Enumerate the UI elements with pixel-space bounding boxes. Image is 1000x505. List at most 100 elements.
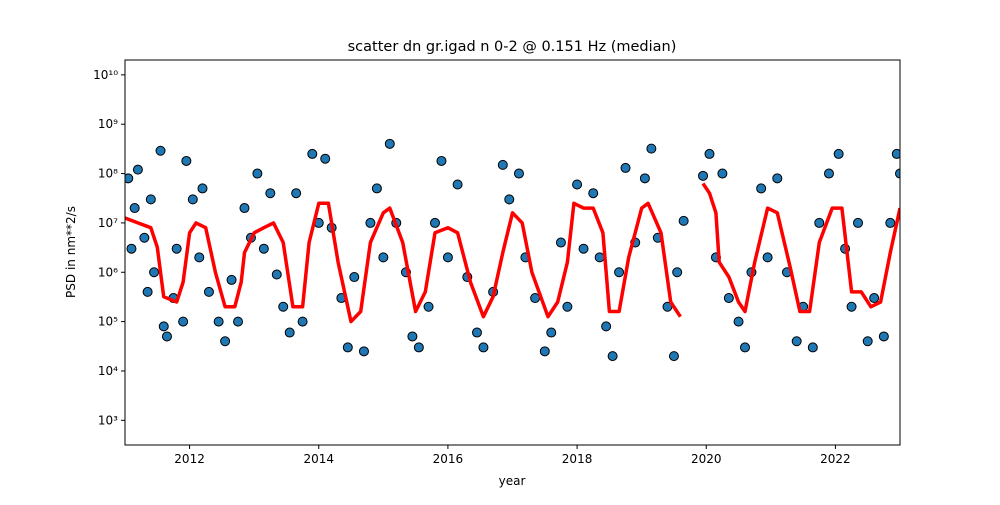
- y-tick-label: 10⁹: [98, 117, 118, 131]
- x-tick-label: 2020: [691, 452, 722, 466]
- scatter-point: [155, 145, 166, 156]
- scatter-point: [668, 351, 679, 362]
- scatter-point: [342, 342, 353, 353]
- x-axis-label: year: [499, 474, 526, 488]
- scatter-point: [504, 194, 515, 205]
- scatter-point: [145, 194, 156, 205]
- scatter-point: [762, 252, 773, 263]
- scatter-point: [478, 342, 489, 353]
- scatter-point: [378, 252, 389, 263]
- scatter-point: [284, 327, 295, 338]
- y-tick-label: 10⁴: [98, 364, 118, 378]
- scatter-point: [513, 168, 524, 179]
- scatter-point: [807, 342, 818, 353]
- scatter-point: [823, 168, 834, 179]
- scatter-point: [413, 342, 424, 353]
- scatter-point: [846, 301, 857, 312]
- scatter-point: [349, 272, 360, 283]
- scatter-point: [772, 173, 783, 184]
- scatter-point: [371, 183, 382, 194]
- x-tick-label: 2022: [820, 452, 851, 466]
- scatter-point: [869, 293, 880, 304]
- scatter-point: [307, 148, 318, 159]
- x-tick-label: 2018: [562, 452, 593, 466]
- scatter-point: [814, 217, 825, 228]
- scatter-point: [142, 286, 153, 297]
- scatter-point: [878, 331, 889, 342]
- scatter-point: [430, 217, 440, 228]
- scatter-point: [853, 217, 864, 228]
- scatter-point: [203, 286, 214, 297]
- scatter-point: [452, 179, 463, 190]
- scatter-point: [129, 203, 140, 214]
- plot-area: [125, 138, 900, 362]
- scatter-point: [197, 183, 208, 194]
- scatter-point: [562, 301, 573, 312]
- scatter-point: [161, 331, 172, 342]
- scatter-point: [132, 164, 143, 175]
- y-tick-label: 10⁷: [98, 216, 118, 230]
- scatter-point: [539, 346, 550, 357]
- x-tick-label: 2016: [433, 452, 464, 466]
- scatter-point: [365, 217, 376, 228]
- scatter-point: [471, 327, 482, 338]
- y-tick-label: 10⁵: [98, 315, 118, 329]
- scatter-point: [258, 243, 269, 254]
- scatter-point: [733, 316, 744, 327]
- scatter-point: [187, 194, 198, 205]
- scatter-point: [436, 155, 447, 166]
- y-tick-label: 10³: [98, 413, 118, 427]
- scatter-point: [213, 316, 224, 327]
- scatter-point: [181, 155, 192, 166]
- scatter-point: [291, 188, 302, 199]
- scatter-point: [601, 321, 612, 332]
- scatter-point: [895, 168, 900, 179]
- y-axis-label: PSD in nm**2/s: [64, 206, 78, 298]
- scatter-point: [126, 243, 137, 254]
- scatter-point: [607, 351, 618, 362]
- scatter-point: [278, 301, 289, 312]
- x-tick-label: 2014: [303, 452, 334, 466]
- scatter-point: [226, 274, 237, 285]
- scatter-point: [233, 316, 244, 327]
- scatter-point: [756, 183, 767, 194]
- axes-frame: [124, 59, 901, 446]
- scatter-point: [555, 237, 566, 248]
- scatter-point: [158, 321, 169, 332]
- scatter-point: [194, 252, 205, 263]
- scatter-point: [423, 301, 434, 312]
- scatter-point: [833, 148, 844, 159]
- scatter-point: [265, 188, 276, 199]
- y-tick-label: 10⁸: [98, 167, 118, 181]
- scatter-point: [149, 267, 160, 278]
- scatter-point: [672, 267, 683, 278]
- scatter-point: [588, 188, 599, 199]
- scatter-point: [723, 293, 734, 304]
- scatter-point: [139, 232, 150, 243]
- scatter-point: [252, 168, 263, 179]
- scatter-point: [698, 170, 709, 181]
- scatter-point: [862, 336, 873, 347]
- scatter-point: [646, 143, 657, 154]
- scatter-point: [297, 316, 308, 327]
- scatter-point: [384, 138, 395, 149]
- y-tick-label: 10⁶: [98, 265, 118, 279]
- scatter-point: [497, 159, 508, 170]
- scatter-point: [125, 173, 134, 184]
- scatter-point: [178, 316, 189, 327]
- scatter-point: [740, 342, 750, 353]
- scatter-point: [358, 346, 369, 357]
- scatter-point: [594, 252, 605, 263]
- scatter-point: [271, 269, 282, 280]
- scatter-point: [572, 179, 583, 190]
- scatter-point: [717, 168, 728, 179]
- scatter-point: [704, 148, 715, 159]
- scatter-point: [578, 243, 589, 254]
- scatter-point: [320, 153, 331, 164]
- scatter-point: [220, 336, 231, 347]
- chart-title: scatter dn gr.igad n 0-2 @ 0.151 Hz (med…: [348, 39, 677, 55]
- y-tick-label: 10¹⁰: [93, 68, 118, 82]
- scatter-point: [407, 331, 418, 342]
- scatter-point: [639, 173, 650, 184]
